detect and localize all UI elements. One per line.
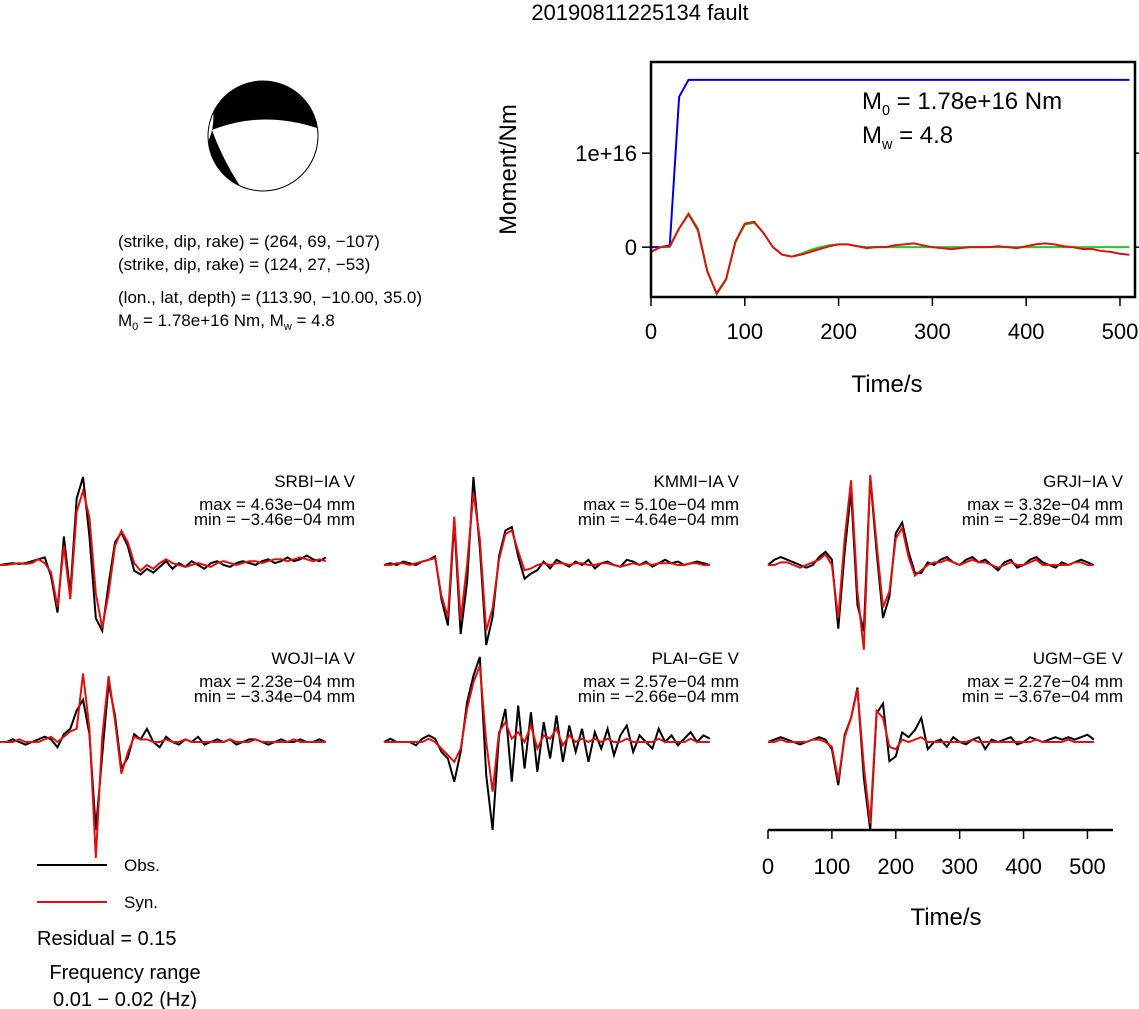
station-label: SRBI−IA V: [274, 472, 355, 491]
amplitude-label: max = 2.27e−04 mm: [967, 672, 1123, 691]
x-tick-label: 400: [1005, 854, 1042, 879]
frequency-title: Frequency range: [49, 962, 200, 984]
moment-line: [650, 212, 1130, 296]
station-label: PLAI−GE V: [652, 649, 740, 668]
observed-trace: [0, 683, 327, 831]
beachball-outline: [207, 80, 319, 192]
y-axis-label: Moment/Nm: [495, 104, 522, 235]
legend-label: Syn.: [124, 893, 158, 912]
annotation: Mw = 4.8: [862, 122, 953, 153]
mechanism-line: (strike, dip, rake) = (124, 27, −53): [118, 255, 370, 274]
mechanism-line: (strike, dip, rake) = (264, 69, −107): [118, 232, 380, 251]
observed-trace: [767, 687, 1095, 831]
amplitude-label: max = 2.23e−04 mm: [199, 672, 355, 691]
synthetic-trace: [768, 689, 1094, 824]
x-tick-label: 500: [1102, 319, 1139, 344]
legend-label: Obs.: [124, 856, 160, 875]
beachball-dilatation: [207, 110, 214, 142]
amplitude-label: max = 3.32e−04 mm: [967, 495, 1123, 514]
mechanism-line: (lon., lat, depth) = (113.90, −10.00, 35…: [118, 288, 422, 307]
annotation-symbol: M: [862, 122, 882, 149]
x-tick-label: 300: [914, 319, 951, 344]
x-tick-label: 0: [645, 319, 657, 344]
amplitude-label: min = −3.46e−04 mm: [194, 510, 355, 529]
synthetic-trace: [384, 492, 710, 631]
synthetic-trace: [768, 474, 1094, 650]
amplitude-label: min = −3.67e−04 mm: [962, 687, 1123, 706]
x-tick-label: 100: [814, 854, 851, 879]
station-label: GRJI−IA V: [1043, 472, 1123, 491]
figure-title: 20190811225134 fault: [531, 0, 748, 25]
y-tick-label: 0: [625, 235, 637, 260]
x-tick-label: 100: [726, 319, 763, 344]
station-label: KMMI−IA V: [654, 472, 740, 491]
annotation-subscript: 0: [882, 103, 890, 119]
station-label: UGM−GE V: [1033, 649, 1124, 668]
annotation: M0 = 1.78e+16 Nm: [862, 88, 1062, 119]
annotation-text: = 1.78e+16 Nm: [890, 88, 1062, 115]
amplitude-label: min = −3.34e−04 mm: [194, 687, 355, 706]
annotation-symbol: M: [862, 88, 882, 115]
beachball-dilatation: [212, 119, 318, 191]
x-tick-label: 500: [1069, 854, 1106, 879]
plot-frame: [649, 60, 1137, 299]
x-tick-label: 200: [820, 319, 857, 344]
annotation-subscript: w: [881, 137, 893, 153]
amplitude-label: max = 2.57e−04 mm: [583, 672, 739, 691]
station-label: WOJI−IA V: [271, 649, 355, 668]
x-tick-label: 300: [941, 854, 978, 879]
beachball: [207, 80, 319, 192]
amplitude-label: max = 4.63e−04 mm: [199, 495, 355, 514]
moment-line: [651, 78, 1130, 249]
amplitude-label: min = −2.66e−04 mm: [578, 687, 739, 706]
x-axis-label: Time/s: [851, 371, 922, 398]
x-tick-label: 0: [762, 854, 774, 879]
x-tick-label: 200: [877, 854, 914, 879]
synthetic-trace: [0, 673, 326, 858]
frequency-range: 0.01 − 0.02 (Hz): [53, 989, 197, 1009]
residual: Residual = 0.15: [37, 928, 177, 950]
x-tick-label: 400: [1008, 319, 1045, 344]
y-tick-label: 1e+16: [575, 141, 637, 166]
x-axis-label: Time/s: [910, 904, 981, 931]
annotation-text: = 4.8: [892, 122, 953, 149]
moment-line: M0 = 1.78e+16 Nm, Mw = 4.8: [118, 311, 335, 333]
amplitude-label: min = −2.89e−04 mm: [962, 510, 1123, 529]
synthetic-trace: [384, 665, 710, 792]
moment-line: [650, 211, 1130, 297]
synthetic-trace: [0, 487, 327, 628]
amplitude-label: max = 5.10e−04 mm: [583, 495, 739, 514]
amplitude-label: min = −4.64e−04 mm: [578, 510, 739, 529]
